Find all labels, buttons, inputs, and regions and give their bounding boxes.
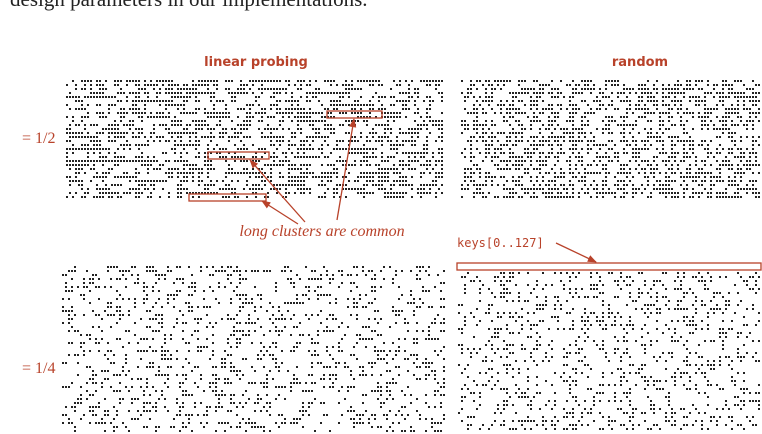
body-text: design parameters in our implementations… — [10, 0, 368, 11]
cluster-box — [188, 193, 267, 202]
keys-box — [456, 262, 762, 271]
arrow — [555, 242, 597, 263]
column-label: linear probing — [204, 55, 308, 70]
highlights — [188, 110, 762, 271]
dot-grid — [458, 272, 760, 430]
dot-grids — [62, 80, 760, 432]
arrow — [336, 118, 357, 221]
annotation: long clusters are common — [239, 223, 404, 240]
row-label: = 1/2 — [22, 130, 55, 147]
cluster-box — [326, 110, 383, 119]
arrow — [249, 159, 306, 223]
row-label: = 1/4 — [22, 360, 55, 377]
dot-grid — [66, 80, 443, 198]
dot-grid — [461, 80, 760, 198]
keys-label: keys[0..127] — [457, 236, 544, 250]
dot-grid — [62, 266, 445, 432]
column-label: random — [612, 55, 668, 70]
cluster-box — [207, 151, 270, 160]
arrow — [261, 200, 299, 225]
